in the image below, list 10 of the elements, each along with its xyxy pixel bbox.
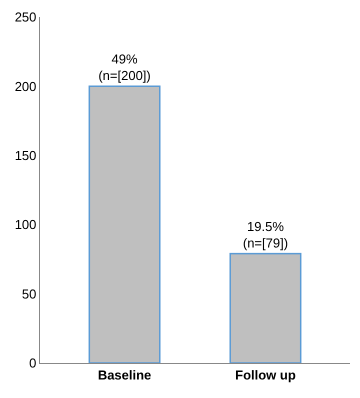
y-tick-label: 150 bbox=[14, 148, 36, 163]
x-tick-label: Follow up bbox=[235, 368, 296, 383]
data-label: 19.5% (n=[79]) bbox=[242, 218, 288, 251]
y-tick-label: 50 bbox=[22, 286, 36, 302]
y-tick-label: 250 bbox=[14, 10, 36, 25]
data-label: 49% (n=[200]) bbox=[98, 51, 151, 84]
y-tick-label: 200 bbox=[14, 78, 36, 94]
y-tick-label: 100 bbox=[14, 217, 36, 232]
x-tick-label: Baseline bbox=[98, 368, 152, 383]
y-tick-label: 0 bbox=[29, 356, 36, 371]
